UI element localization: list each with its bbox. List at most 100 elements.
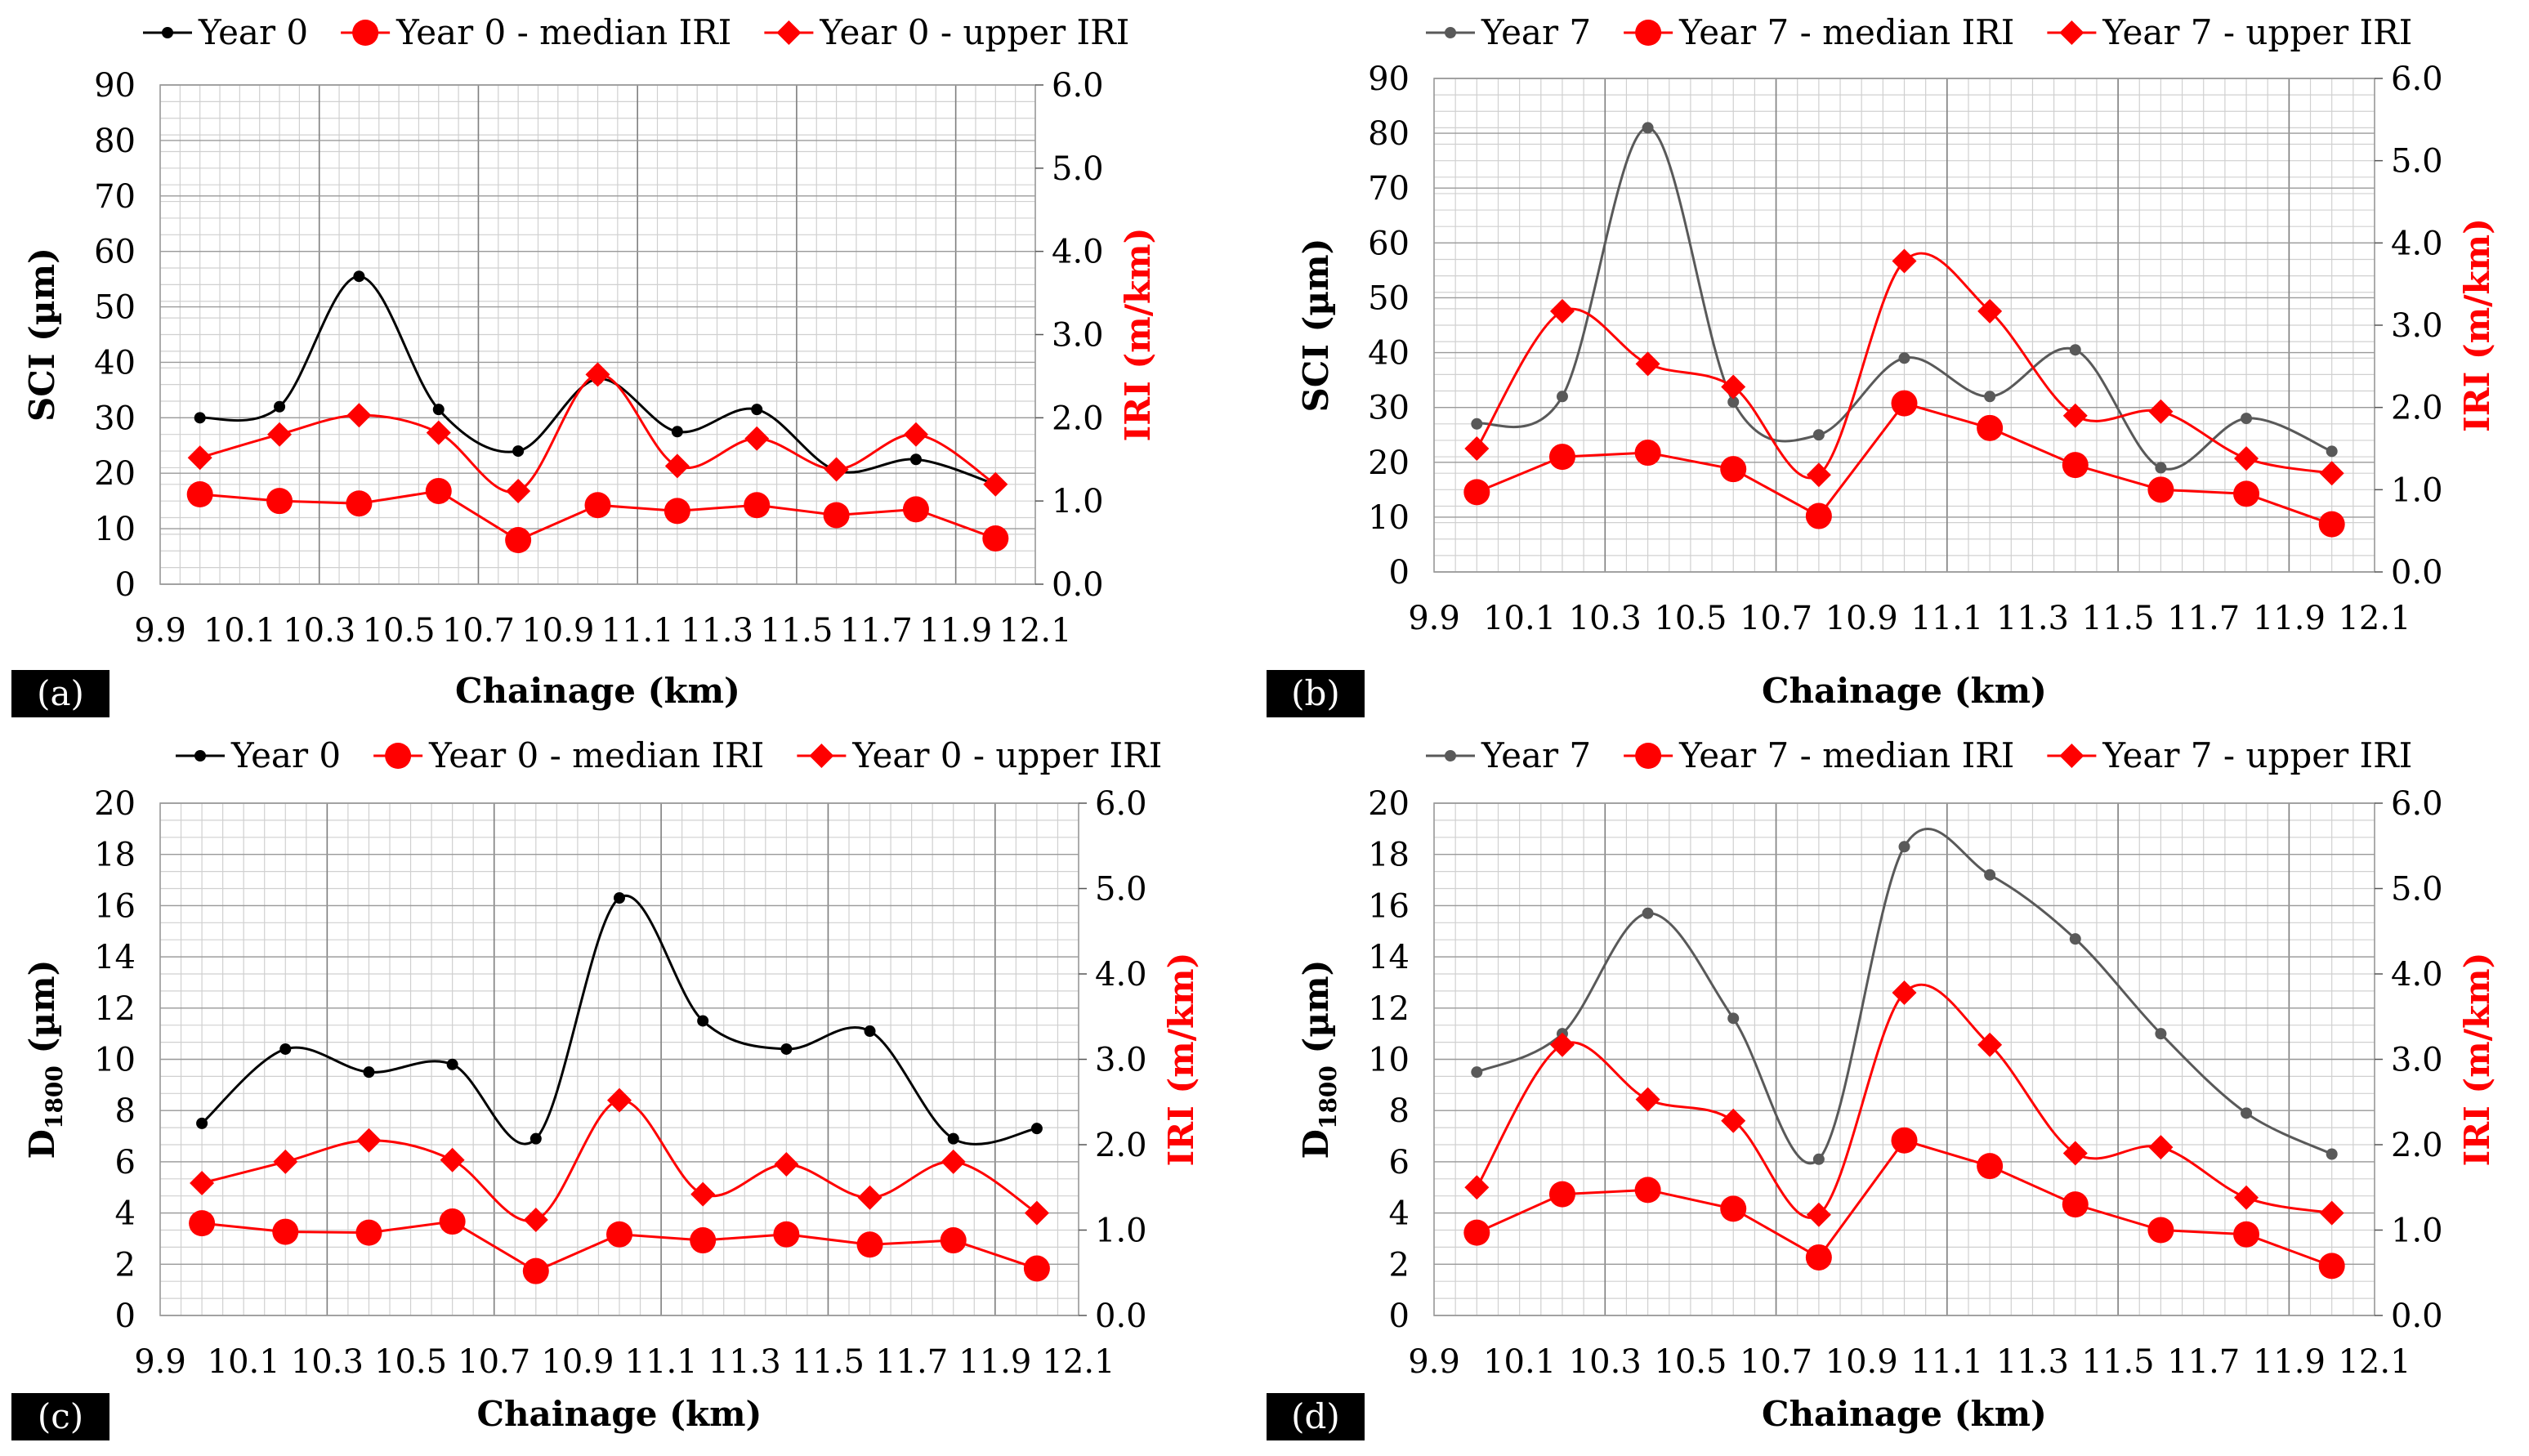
data-point [512, 445, 525, 458]
y-right-axis-title: IRI (m/km) [2457, 218, 2497, 432]
series-year-0 [196, 891, 1043, 1146]
legend: Year 0 Year 0 - median IRI Year 0 - upper … [143, 12, 1129, 52]
x-tick-label: 11.7 [875, 1343, 948, 1381]
legend-label: Year 0 - upper IRI [819, 12, 1129, 52]
data-point [1549, 298, 1575, 324]
x-tick-label: 10.9 [521, 612, 594, 650]
panel-label-text: (d) [1291, 1396, 1340, 1436]
data-point [902, 496, 929, 523]
grid [1433, 78, 2375, 573]
legend-item: Year 0 [143, 12, 308, 52]
data-point [780, 1043, 793, 1055]
x-tick-label: 11.9 [919, 612, 992, 650]
data-point [671, 426, 683, 438]
data-point [267, 422, 293, 447]
x-tick-label: 11.5 [2082, 600, 2155, 637]
legend-label: Year 0 - median IRI [395, 12, 731, 52]
data-point [1635, 351, 1660, 377]
x-tick-label: 11.9 [2253, 1343, 2326, 1381]
legend: Year 0 Year 0 - median IRI Year 0 - upper … [176, 735, 1162, 775]
x-tick-label: 10.9 [1825, 600, 1898, 637]
data-point [273, 1149, 298, 1174]
y-left-title-sub: 1800 [1315, 1065, 1342, 1129]
y-left-tick-label: 10 [94, 1042, 136, 1079]
data-point [274, 400, 286, 413]
data-point [2319, 461, 2344, 486]
data-point [1549, 1032, 1575, 1057]
panel-label: (b) [1267, 670, 1365, 717]
data-point [1721, 374, 1746, 400]
data-point [1471, 1066, 1483, 1079]
data-point [2233, 480, 2260, 507]
chart-panel-c: 0 2 4 6 8 10 12 14 16 18 20 0.0 1.0 2.0 3.0 4.0 5.0 6.0 9.… [11, 735, 1201, 1440]
data-point [506, 478, 531, 503]
data-point [1720, 1195, 1747, 1222]
data-point [614, 891, 625, 904]
data-point [947, 1132, 959, 1145]
y-right-tick-label: 0.0 [2391, 1297, 2443, 1335]
data-point [1634, 1177, 1661, 1204]
x-axis-title: Chainage (km) [1762, 671, 2047, 711]
y-right-tick-label: 5.0 [1052, 150, 1104, 188]
series-year-0-upper-iri [187, 362, 1008, 503]
y-left-tick-label: 40 [1368, 335, 1410, 373]
data-point [2241, 1107, 2253, 1119]
x-tick-label: 11.1 [1910, 600, 1983, 637]
data-point [266, 488, 293, 515]
y-right-tick-label: 1.0 [1052, 483, 1104, 520]
x-tick-label: 10.7 [1740, 1343, 1812, 1381]
data-point [690, 1227, 717, 1254]
data-point [346, 490, 373, 517]
data-point [1984, 391, 1996, 403]
y-left-axis-title: SCI (µm) [1296, 239, 1336, 413]
y-right-tick-label: 2.0 [2391, 390, 2443, 427]
legend-marker [1445, 27, 1456, 38]
data-point [2155, 462, 2167, 474]
data-point [2318, 1253, 2345, 1280]
data-point [1463, 479, 1490, 506]
legend-item: Year 0 - median IRI [341, 12, 731, 52]
legend: Year 7 Year 7 - median IRI Year 7 - upper … [1426, 12, 2412, 52]
y-right-axis-title: IRI (m/km) [1161, 953, 1201, 1167]
data-point [744, 426, 770, 451]
x-tick-label: 10.5 [363, 612, 436, 650]
y-right-tick-label: 2.0 [2391, 1127, 2443, 1164]
y-left-tick-label: 8 [1389, 1092, 1410, 1130]
data-point [690, 1181, 716, 1207]
series-year-0-median-iri [189, 1208, 1050, 1284]
data-point [1984, 869, 1996, 881]
y-left-tick-label: 16 [94, 887, 136, 925]
y-right-tick-label: 0.0 [2391, 554, 2443, 592]
y-left-tick-label: 50 [94, 289, 136, 327]
x-axis-title: Chainage (km) [455, 671, 740, 711]
y-left-title-main: D [1296, 1129, 1336, 1159]
x-tick-label: 10.3 [291, 1343, 364, 1381]
x-tick-label: 11.7 [840, 612, 913, 650]
data-point [2062, 403, 2088, 428]
legend-label: Year 0 [230, 735, 341, 775]
y-right-tick-label: 0.0 [1095, 1297, 1147, 1335]
data-point [446, 1058, 458, 1070]
grid [159, 802, 1079, 1316]
data-point [903, 422, 928, 447]
legend-label: Year 7 - upper IRI [2102, 735, 2412, 775]
data-point [523, 1207, 548, 1232]
data-point [272, 1218, 299, 1245]
y-right-tick-label: 4.0 [1052, 234, 1104, 271]
data-point [584, 492, 611, 519]
y-right-axis-title: IRI (m/km) [1118, 228, 1158, 442]
data-point [1812, 429, 1825, 441]
legend-label: Year 7 - median IRI [1678, 12, 2014, 52]
data-point [189, 1210, 216, 1237]
series-year-7-upper-iri [1464, 980, 2344, 1227]
x-tick-label: 11.5 [2082, 1343, 2155, 1381]
data-point [1727, 1012, 1740, 1025]
data-point [1727, 395, 1740, 408]
x-tick-label: 11.3 [1996, 600, 2069, 637]
legend-label: Year 7 [1481, 12, 1591, 52]
data-point [1891, 390, 1918, 417]
data-point [439, 1208, 466, 1235]
chart-panel-b: 0 10 20 30 40 50 60 70 80 90 0.0 1.0 2.0 3.0 4.0 5.0 6.0… [1267, 12, 2497, 717]
data-point [1023, 1255, 1050, 1282]
